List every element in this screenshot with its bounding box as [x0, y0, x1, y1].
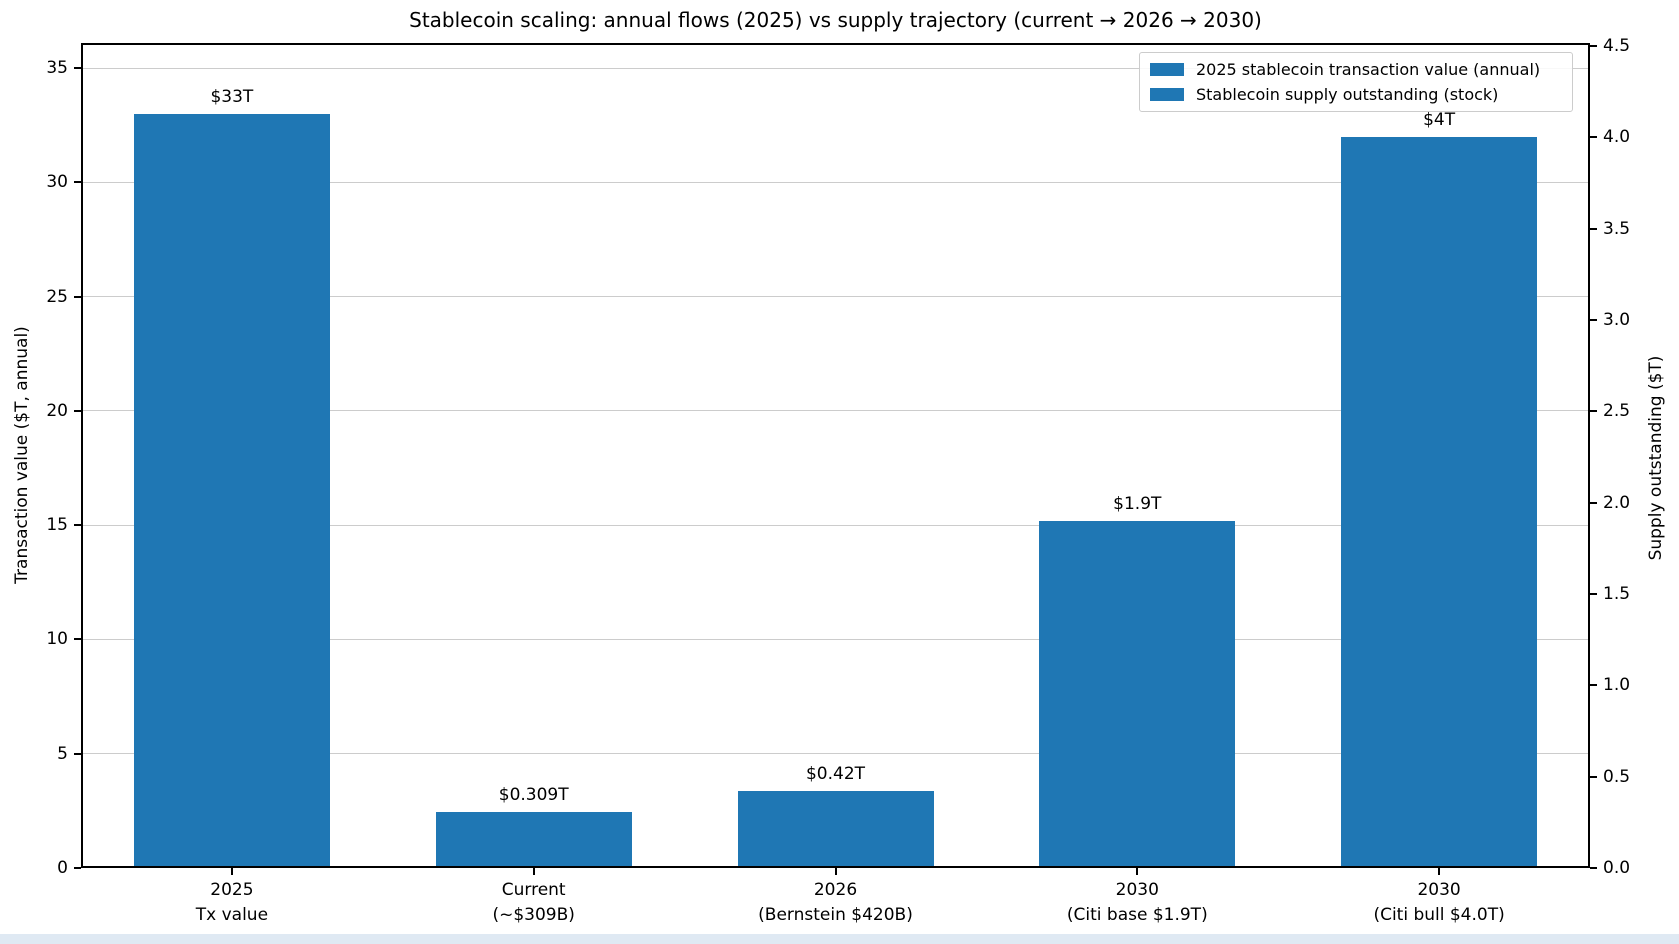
left-axis-label: Transaction value ($T, annual) — [12, 326, 32, 584]
x-axis-tick-label-line: 2030 — [1115, 880, 1159, 900]
y-axis-tick-right — [1590, 136, 1597, 139]
y-axis-tick-right — [1590, 44, 1597, 47]
bar-value-label: $0.309T — [498, 784, 569, 805]
gridline — [81, 296, 1590, 298]
x-axis-tick-label: 2025 Tx value — [196, 878, 268, 928]
y-axis-tick-right — [1590, 410, 1597, 413]
x-axis-tick-label-line: (Bernstein $420B) — [758, 905, 913, 925]
bar — [737, 791, 934, 868]
y-axis-tick-right — [1590, 775, 1597, 778]
x-axis-tick-label-line: 2025 — [210, 880, 254, 900]
legend-swatch-icon — [1150, 63, 1184, 77]
legend-label-supply-outstanding: Stablecoin supply outstanding (stock) — [1196, 84, 1499, 104]
x-axis-tick — [532, 868, 535, 875]
right-axis-label: Supply outstanding ($T) — [1646, 355, 1666, 561]
y-axis-tick-label-left: 30 — [46, 172, 68, 193]
legend-entry-supply-outstanding: Stablecoin supply outstanding (stock) — [1150, 85, 1562, 104]
y-axis-tick-left — [74, 181, 81, 184]
bottom-strip — [0, 934, 1679, 944]
legend: 2025 stablecoin transaction value (annua… — [1139, 52, 1573, 112]
x-axis-tick-label-line: Tx value — [195, 905, 269, 925]
y-axis-tick-label-right: 0.0 — [1603, 858, 1631, 878]
gridline — [81, 410, 1590, 412]
gridline — [81, 753, 1590, 755]
y-axis-tick-left — [74, 524, 81, 527]
y-axis-tick-label-left: 10 — [46, 629, 68, 650]
bar — [1039, 520, 1236, 868]
bar — [1341, 137, 1538, 868]
y-axis-tick-right — [1590, 684, 1597, 687]
bar-value-label: $1.9T — [1113, 493, 1162, 514]
y-axis-tick-right — [1590, 867, 1597, 869]
x-axis-tick-label: 2026 (Bernstein $420B) — [758, 878, 913, 928]
legend-label-transaction-value: 2025 stablecoin transaction value (annua… — [1196, 60, 1541, 80]
y-axis-tick-label-right: 0.5 — [1603, 766, 1631, 787]
y-axis-tick-label-left: 20 — [46, 400, 68, 421]
x-axis-tick-label-line: 2026 — [813, 880, 858, 900]
gridline — [81, 181, 1590, 183]
y-axis-tick-right — [1590, 592, 1597, 595]
gridline — [81, 524, 1590, 526]
y-axis-tick-left — [74, 67, 81, 70]
x-axis-tick-label-line: 2030 — [1417, 880, 1461, 900]
plot-frame — [81, 43, 1590, 868]
bar-value-label: $33T — [210, 86, 254, 107]
y-axis-tick-label-right: 1.0 — [1603, 675, 1631, 696]
x-axis-tick-label-line: (Citi bull $4.0T) — [1373, 905, 1505, 925]
y-axis-tick-right — [1590, 501, 1597, 504]
x-axis-tick-label-line: Current — [501, 880, 566, 900]
y-axis-tick-label-right: 2.5 — [1603, 401, 1631, 422]
y-axis-tick-label-right: 3.5 — [1603, 218, 1631, 239]
x-axis-tick — [230, 868, 233, 875]
y-axis-tick-left — [74, 409, 81, 412]
legend-entry-transaction-value: 2025 stablecoin transaction value (annua… — [1150, 60, 1562, 79]
y-axis-tick-label-left: 35 — [46, 58, 68, 79]
x-axis-tick-label: Current (~$309B) — [492, 878, 574, 928]
y-axis-tick-label-left: 15 — [46, 515, 68, 536]
x-axis-tick-label-line: (~$309B) — [492, 905, 575, 925]
y-axis-tick-left — [74, 867, 81, 869]
x-axis-tick-label-line: (Citi base $1.9T) — [1066, 905, 1208, 925]
y-axis-tick-left — [74, 752, 81, 755]
chart-title: Stablecoin scaling: annual flows (2025) … — [409, 8, 1262, 32]
y-axis-tick-label-left: 25 — [46, 286, 68, 307]
x-axis-tick — [834, 868, 837, 875]
x-axis-tick-label: 2030 (Citi base $1.9T) — [1067, 878, 1208, 928]
y-axis-tick-left — [74, 638, 81, 641]
y-axis-tick-label-right: 2.0 — [1603, 492, 1631, 513]
y-axis-tick-label-right: 1.5 — [1603, 583, 1631, 604]
y-axis-tick-label-right: 4.5 — [1603, 35, 1631, 56]
bar — [435, 811, 632, 868]
y-axis-tick-label-left: 5 — [57, 743, 68, 764]
bar-value-label: $0.42T — [805, 764, 866, 785]
y-axis-tick-right — [1590, 227, 1597, 230]
y-axis-tick-label-right: 3.0 — [1603, 309, 1631, 330]
y-axis-tick-label-right: 4.0 — [1603, 127, 1631, 148]
gridline — [81, 67, 1590, 69]
bar — [133, 113, 330, 868]
x-axis-tick — [1136, 868, 1139, 875]
x-axis-tick-label: 2030 (Citi bull $4.0T) — [1373, 878, 1504, 928]
x-axis-tick — [1438, 868, 1441, 875]
y-axis-tick-left — [74, 295, 81, 298]
y-axis-tick-right — [1590, 318, 1597, 321]
gridline — [81, 638, 1590, 640]
legend-swatch-icon — [1150, 87, 1184, 101]
bar-value-label: $4T — [1423, 110, 1456, 131]
y-axis-tick-label-left: 0 — [57, 858, 68, 878]
